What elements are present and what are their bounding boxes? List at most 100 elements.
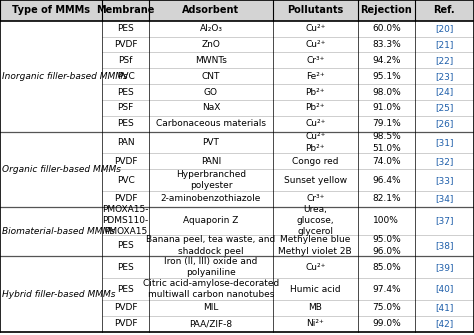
Text: [31]: [31] (435, 138, 454, 147)
Text: [38]: [38] (435, 241, 454, 250)
Text: [26]: [26] (435, 119, 454, 128)
Text: 100%: 100% (374, 216, 399, 225)
Text: PMOXA15-
PDMS110-
PMOXA15: PMOXA15- PDMS110- PMOXA15 (102, 205, 149, 237)
Text: MIL: MIL (203, 304, 219, 313)
Text: [42]: [42] (435, 319, 454, 328)
Text: 75.0%: 75.0% (372, 304, 401, 313)
Text: Adsorbent: Adsorbent (182, 5, 239, 15)
Text: Membrane: Membrane (96, 5, 155, 15)
Bar (0, 132, 474, 153)
Text: Fe²⁺: Fe²⁺ (306, 72, 325, 81)
Bar (0, 116, 474, 132)
Text: Pollutants: Pollutants (287, 5, 343, 15)
Text: 83.3%: 83.3% (372, 40, 401, 49)
Text: [32]: [32] (435, 157, 454, 166)
Text: MWNTs: MWNTs (195, 56, 227, 65)
Text: [33]: [33] (435, 176, 454, 185)
Text: Cu²⁺
Pb²⁺: Cu²⁺ Pb²⁺ (305, 133, 325, 153)
Bar (0, 207, 474, 234)
Text: 74.0%: 74.0% (372, 157, 401, 166)
Text: 97.4%: 97.4% (372, 284, 401, 293)
Text: PVT: PVT (202, 138, 219, 147)
Text: PAN: PAN (117, 138, 135, 147)
Text: PES: PES (117, 263, 134, 272)
Text: Carbonaceous materials: Carbonaceous materials (156, 119, 266, 128)
Text: PES: PES (117, 24, 134, 33)
Text: 95.0%
96.0%: 95.0% 96.0% (372, 236, 401, 256)
Text: [23]: [23] (435, 72, 454, 81)
Text: Hyperbranched
polyester: Hyperbranched polyester (176, 170, 246, 190)
Text: PAA/ZIF-8: PAA/ZIF-8 (190, 319, 232, 328)
Text: PVDF: PVDF (114, 195, 137, 203)
Text: Cu²⁺: Cu²⁺ (305, 263, 325, 272)
Text: [20]: [20] (435, 24, 454, 33)
Text: Cu²⁺: Cu²⁺ (305, 119, 325, 128)
Text: PES: PES (117, 284, 134, 293)
Text: Cr³⁺: Cr³⁺ (306, 195, 324, 203)
Text: 98.0%: 98.0% (372, 87, 401, 96)
Bar (0, 37, 474, 53)
Text: PVDF: PVDF (114, 40, 137, 49)
Text: PVDF: PVDF (114, 157, 137, 166)
Text: [39]: [39] (435, 263, 454, 272)
Text: Ref.: Ref. (434, 5, 455, 15)
Text: Type of MMMs: Type of MMMs (12, 5, 90, 15)
Text: 82.1%: 82.1% (372, 195, 401, 203)
Text: Cr³⁺: Cr³⁺ (306, 56, 324, 65)
Text: CNT: CNT (202, 72, 220, 81)
Text: Pb²⁺: Pb²⁺ (305, 104, 325, 113)
Bar (0, 100, 474, 116)
Text: 2-aminobenzothiazole: 2-aminobenzothiazole (161, 195, 261, 203)
Text: [25]: [25] (435, 104, 454, 113)
Text: Rejection: Rejection (360, 5, 412, 15)
Text: Cu²⁺: Cu²⁺ (305, 24, 325, 33)
Text: 79.1%: 79.1% (372, 119, 401, 128)
Bar (0, 21, 474, 37)
Text: [21]: [21] (435, 40, 454, 49)
Text: GO: GO (204, 87, 218, 96)
Text: Al₂O₃: Al₂O₃ (200, 24, 222, 33)
Text: NaX: NaX (202, 104, 220, 113)
Text: [34]: [34] (435, 195, 454, 203)
Text: 94.2%: 94.2% (372, 56, 401, 65)
Text: Urea,
glucose,
glycerol: Urea, glucose, glycerol (296, 205, 334, 237)
Text: 96.4%: 96.4% (372, 176, 401, 185)
Text: Humic acid: Humic acid (290, 284, 340, 293)
Text: PVDF: PVDF (114, 319, 137, 328)
Bar (0, 316, 474, 332)
Text: Pb²⁺: Pb²⁺ (305, 87, 325, 96)
Text: PANI: PANI (201, 157, 221, 166)
Bar (0, 53, 474, 68)
Bar (0, 278, 474, 300)
Text: Methylene blue
Methyl violet 2B: Methylene blue Methyl violet 2B (278, 236, 352, 256)
Bar (0, 68, 474, 84)
Bar (0, 191, 474, 207)
Text: Congo red: Congo red (292, 157, 338, 166)
Text: 91.0%: 91.0% (372, 104, 401, 113)
Text: Banana peel, tea waste, and
shaddock peel: Banana peel, tea waste, and shaddock pee… (146, 236, 275, 256)
Bar (0, 234, 474, 256)
Text: 98.5%
51.0%: 98.5% 51.0% (372, 133, 401, 153)
Bar (0, 153, 474, 169)
Bar (0, 300, 474, 316)
Text: Cu²⁺: Cu²⁺ (305, 40, 325, 49)
Text: PSF: PSF (118, 104, 134, 113)
Text: [22]: [22] (435, 56, 454, 65)
Text: PVC: PVC (117, 72, 135, 81)
Text: PVC: PVC (117, 176, 135, 185)
Text: PSf: PSf (118, 56, 133, 65)
Text: Citric acid-amylose-decorated
multiwall carbon nanotubes: Citric acid-amylose-decorated multiwall … (143, 279, 279, 299)
Text: [37]: [37] (435, 216, 454, 225)
Text: Inorganic filler-based MMMs: Inorganic filler-based MMMs (2, 72, 128, 81)
Text: Aquaporin Z: Aquaporin Z (183, 216, 238, 225)
Text: ZnO: ZnO (201, 40, 220, 49)
Text: Sunset yellow: Sunset yellow (283, 176, 347, 185)
Bar (0, 256, 474, 278)
Text: [24]: [24] (435, 87, 454, 96)
Text: 95.1%: 95.1% (372, 72, 401, 81)
Text: PES: PES (117, 241, 134, 250)
Text: 60.0%: 60.0% (372, 24, 401, 33)
Text: [40]: [40] (435, 284, 454, 293)
Text: Hybrid filler-based MMMs: Hybrid filler-based MMMs (2, 289, 116, 298)
Text: Biomaterial-based MMMs: Biomaterial-based MMMs (2, 227, 115, 236)
